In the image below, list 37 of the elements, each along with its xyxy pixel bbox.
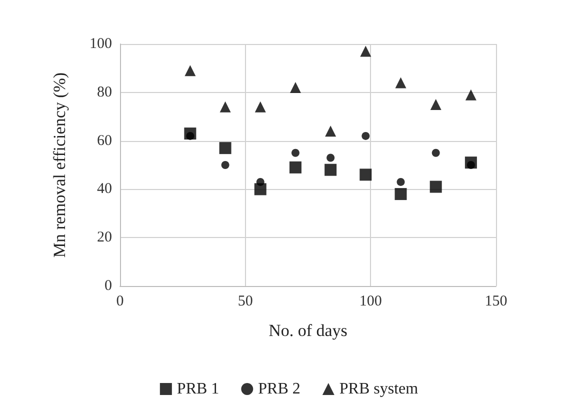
- point: [289, 161, 302, 174]
- point: [290, 82, 301, 94]
- y-tick-label: 100: [90, 36, 112, 52]
- point: [325, 126, 336, 137]
- legend-label: PRB system: [339, 380, 419, 398]
- point: [394, 188, 407, 200]
- legend-label: PRB 2: [258, 380, 300, 398]
- point: [256, 178, 264, 186]
- y-tick-label: 60: [97, 132, 112, 149]
- point: [395, 77, 406, 88]
- y-tick-label: 0: [104, 278, 112, 294]
- point: [220, 101, 231, 112]
- y-tick-label: 20: [97, 230, 112, 246]
- y-tick-label: 40: [97, 181, 112, 198]
- point: [184, 65, 196, 76]
- legend-label: PRB 1: [176, 380, 220, 398]
- y-axis-title: Mn removal efficiency (%): [50, 72, 69, 258]
- point: [254, 101, 266, 112]
- point: [430, 180, 442, 193]
- point: [324, 164, 337, 176]
- point: [219, 142, 232, 154]
- x-axis-title: No. of days: [268, 321, 348, 340]
- point: [291, 148, 300, 157]
- x-tick-label: 100: [359, 294, 382, 310]
- point: [362, 132, 370, 140]
- point: [465, 89, 476, 100]
- x-tick-label: 50: [238, 294, 253, 310]
- x-tick-label: 0: [116, 294, 124, 310]
- point: [360, 168, 372, 181]
- point: [430, 99, 442, 110]
- point: [432, 148, 440, 157]
- point: [396, 178, 405, 186]
- x-tick-label: 150: [484, 294, 508, 310]
- y-tick-label: 80: [97, 84, 112, 100]
- point: [326, 154, 335, 162]
- point: [360, 46, 372, 57]
- point: [221, 161, 230, 169]
